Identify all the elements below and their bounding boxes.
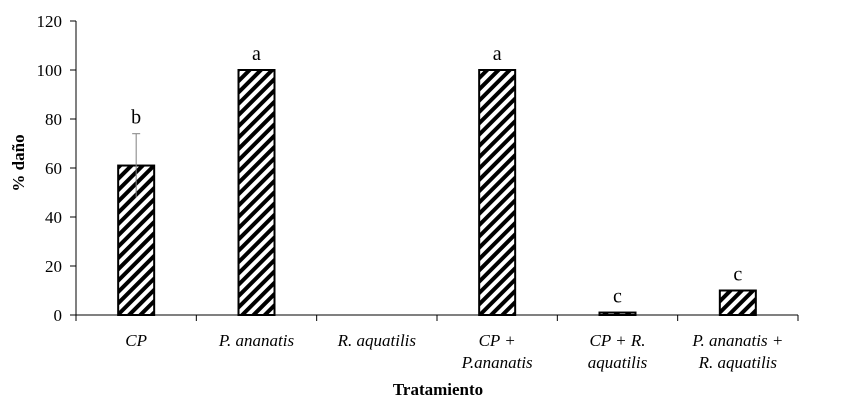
bar bbox=[117, 164, 156, 316]
significance-letter: a bbox=[252, 43, 261, 65]
y-tick-label: 20 bbox=[45, 257, 62, 276]
x-category-label: CP bbox=[125, 331, 147, 350]
y-tick-label: 120 bbox=[37, 12, 63, 31]
x-axis-title: Tratamiento bbox=[393, 380, 483, 399]
y-tick-label: 40 bbox=[45, 208, 62, 227]
significance-letter: b bbox=[131, 107, 141, 129]
significance-letter: a bbox=[493, 43, 502, 65]
significance-letter: c bbox=[613, 286, 622, 308]
bar bbox=[718, 289, 757, 316]
y-axis-title: % daño bbox=[9, 134, 28, 191]
bar bbox=[237, 69, 276, 316]
x-category-label: P.ananatis bbox=[461, 353, 533, 372]
y-tick-label: 100 bbox=[37, 61, 63, 80]
x-category-label: R. aquatilis bbox=[698, 353, 778, 372]
x-category-label: CP + bbox=[479, 331, 516, 350]
x-category-label: P. ananatis + bbox=[691, 331, 783, 350]
significance-letter: c bbox=[733, 264, 742, 286]
y-tick-label: 0 bbox=[54, 306, 63, 325]
bar bbox=[478, 69, 517, 316]
x-category-label: CP + R. bbox=[589, 331, 645, 350]
y-tick-label: 80 bbox=[45, 110, 62, 129]
x-category-label: P. ananatis bbox=[218, 331, 295, 350]
chart-marks: 0 20 40 60 80 100 120 b CP a P. ananatis R. aquatil… bbox=[37, 12, 799, 372]
bar bbox=[598, 311, 637, 316]
y-tick-label: 60 bbox=[45, 159, 62, 178]
x-category-label: aquatilis bbox=[588, 353, 648, 372]
x-category-label: R. aquatilis bbox=[337, 331, 417, 350]
